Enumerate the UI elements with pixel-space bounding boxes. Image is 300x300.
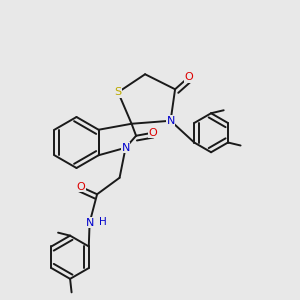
Text: N: N bbox=[122, 143, 130, 153]
Text: O: O bbox=[76, 182, 85, 192]
Text: N: N bbox=[167, 116, 175, 126]
Text: S: S bbox=[115, 87, 122, 97]
Text: N: N bbox=[85, 218, 94, 228]
Text: H: H bbox=[99, 217, 107, 227]
Text: O: O bbox=[148, 128, 157, 138]
Text: O: O bbox=[184, 72, 193, 82]
